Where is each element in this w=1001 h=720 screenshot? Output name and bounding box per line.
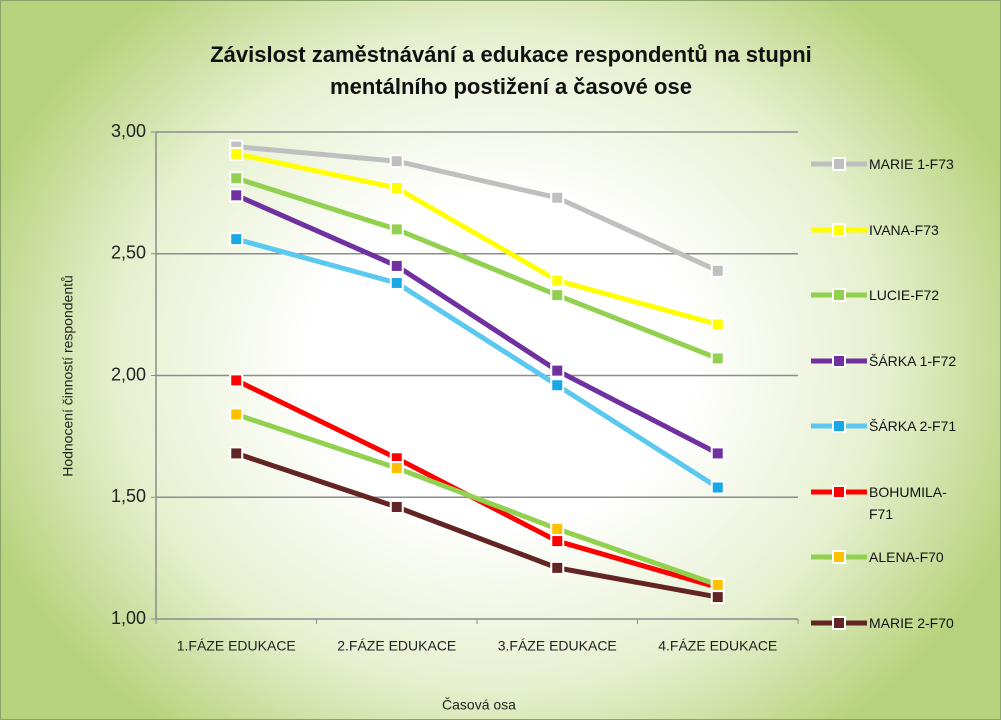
y-tick-label: 2,00 <box>111 364 146 384</box>
legend-swatch <box>811 157 867 171</box>
series-line <box>236 144 719 274</box>
legend-entry: ŠÁRKA 2-F71 <box>809 415 999 437</box>
series-line <box>235 193 719 456</box>
point-marker <box>550 190 565 205</box>
y-tick-label: 1,00 <box>111 608 146 628</box>
point-marker <box>389 499 404 514</box>
legend-entry: MARIE 1-F73 <box>809 153 999 175</box>
point-marker <box>229 171 244 186</box>
legend-marker <box>832 157 846 171</box>
legend-label: ŠÁRKA 2-F71 <box>869 418 957 434</box>
series-line <box>235 412 719 588</box>
x-tick-label: 2.FÁZE EDUKACE <box>337 638 456 654</box>
legend-marker <box>832 615 846 630</box>
legend-entry: ŠÁRKA 1-F72 <box>809 350 999 372</box>
legend-label: MARIE 1-F73 <box>869 156 954 172</box>
point-marker <box>550 378 565 393</box>
legend-label: BOHUMILA-F71 <box>869 483 947 522</box>
legend-marker <box>832 222 846 237</box>
y-tick-label: 3,00 <box>111 121 146 141</box>
x-tick-label: 3.FÁZE EDUKACE <box>498 638 617 654</box>
point-marker <box>229 188 244 203</box>
legend-label: MARIE 2-F70 <box>869 614 954 631</box>
point-marker <box>229 232 244 247</box>
point-marker <box>710 263 725 278</box>
point-marker <box>550 273 565 288</box>
x-tick-label: 1.FÁZE EDUKACE <box>177 638 296 654</box>
point-marker <box>229 146 244 161</box>
legend-entry: LUCIE-F72 <box>809 284 999 306</box>
point-marker <box>550 288 565 303</box>
legend-entry: MARIE 2-F70 <box>809 612 999 634</box>
point-marker <box>710 446 725 461</box>
point-marker <box>710 577 725 592</box>
point-marker <box>389 258 404 273</box>
legend-marker <box>832 550 846 564</box>
point-marker <box>710 317 725 332</box>
series-line <box>235 451 719 600</box>
x-axis-label: Časová osa <box>442 697 516 713</box>
point-marker <box>229 446 244 461</box>
point-marker <box>550 521 565 536</box>
legend-label: IVANA-F73 <box>869 221 939 238</box>
legend-marker <box>832 288 846 302</box>
point-marker <box>550 560 565 575</box>
chart-title: Závislost zaměstnávání a edukace respond… <box>210 42 812 99</box>
point-marker <box>550 363 565 378</box>
series-line <box>235 151 719 327</box>
series-line <box>235 175 719 361</box>
point-marker <box>389 461 404 476</box>
legend-label: ŠÁRKA 1-F72 <box>869 352 957 369</box>
point-marker <box>229 373 244 388</box>
point-marker <box>710 351 725 366</box>
legend-swatch <box>811 419 867 433</box>
legend-swatch <box>811 222 867 237</box>
legend-swatch <box>811 353 867 368</box>
point-marker <box>710 590 725 605</box>
point-marker <box>389 154 404 169</box>
point-marker <box>550 534 565 549</box>
point-marker <box>229 407 244 422</box>
legend-entry: IVANA-F73 <box>809 219 999 241</box>
legend-label: ALENA-F70 <box>869 549 944 565</box>
point-marker <box>389 222 404 237</box>
series-line <box>235 378 719 590</box>
legend-label: LUCIE-F72 <box>869 287 940 303</box>
point-marker <box>710 480 725 495</box>
legend-swatch <box>811 484 867 499</box>
legend-marker <box>832 353 846 368</box>
series-line <box>235 236 720 490</box>
legend-marker <box>832 419 846 433</box>
y-tick-label: 2,50 <box>111 243 146 263</box>
legend-swatch <box>811 288 867 302</box>
y-axis-label: Hodnocení činností respondentů <box>60 275 76 477</box>
legend-entry: BOHUMILA-F71 <box>809 481 999 525</box>
x-tick-label: 4.FÁZE EDUKACE <box>658 638 777 654</box>
legend-marker <box>832 484 846 499</box>
y-tick-label: 1,50 <box>111 486 146 506</box>
point-marker <box>389 181 404 196</box>
legend-swatch <box>811 615 867 630</box>
point-marker <box>389 275 404 290</box>
legend-entry: ALENA-F70 <box>809 546 999 568</box>
legend-swatch <box>811 550 867 564</box>
